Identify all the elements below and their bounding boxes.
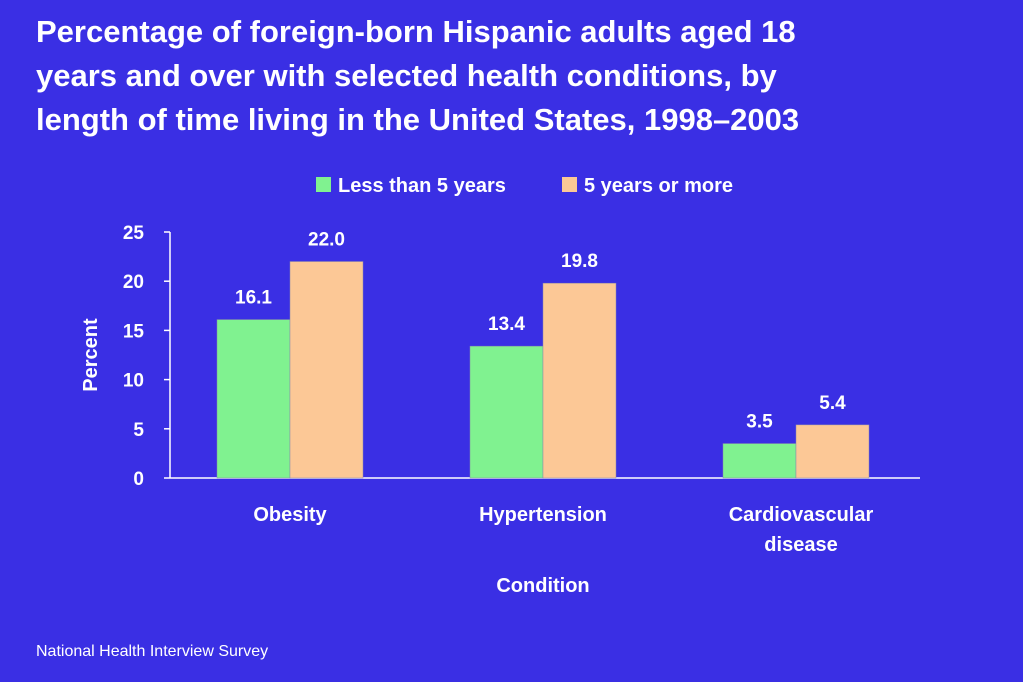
bar-value-label: 3.5 [746, 412, 773, 433]
legend-label: 5 years or more [584, 175, 733, 197]
bar-value-label: 16.1 [235, 288, 272, 309]
y-axis-label: Percent [80, 318, 102, 392]
y-tick-label: 15 [123, 321, 145, 342]
x-category-label: Cardiovascular [729, 504, 874, 526]
bar-value-label: 13.4 [488, 314, 525, 335]
bar [469, 345, 544, 479]
x-category-label: Hypertension [479, 504, 607, 526]
bar [795, 424, 870, 479]
x-category-label: disease [764, 534, 837, 556]
y-tick-label: 10 [123, 371, 144, 392]
y-tick-label: 20 [123, 272, 144, 293]
bar [216, 319, 291, 479]
bar [289, 261, 364, 479]
chart-title-line: length of time living in the United Stat… [36, 102, 800, 137]
x-axis-label: Condition [496, 575, 589, 597]
legend-swatch [316, 177, 331, 192]
legend-swatch [562, 177, 577, 192]
x-category-label: Obesity [253, 504, 327, 526]
y-tick-label: 25 [123, 223, 145, 244]
y-tick-label: 5 [133, 420, 144, 441]
chart-title: Percentage of foreign-born Hispanic adul… [36, 10, 996, 142]
chart-title-line: years and over with selected health cond… [36, 58, 777, 93]
source-note: National Health Interview Survey [36, 643, 269, 660]
legend-label: Less than 5 years [338, 175, 506, 197]
bar-value-label: 5.4 [819, 393, 846, 414]
chart-title-line: Percentage of foreign-born Hispanic adul… [36, 14, 796, 49]
bar [722, 443, 797, 479]
y-tick-label: 0 [133, 469, 144, 490]
bar-value-label: 19.8 [561, 251, 598, 272]
bar-value-label: 22.0 [308, 230, 345, 251]
bar [542, 282, 617, 479]
